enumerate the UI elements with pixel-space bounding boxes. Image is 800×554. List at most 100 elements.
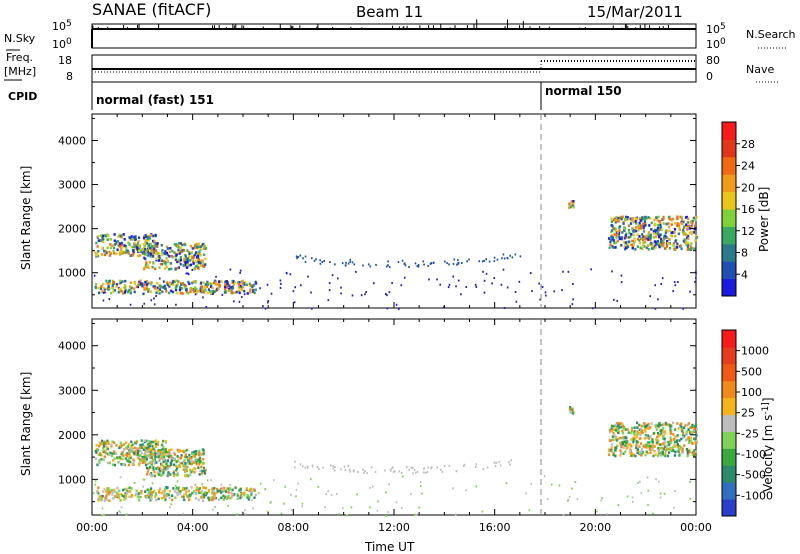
heatmap-cell — [168, 451, 171, 455]
heatmap-cell — [137, 236, 141, 240]
scatter-echo — [443, 465, 446, 468]
heatmap-cell — [191, 460, 194, 463]
heatmap-cell — [96, 463, 99, 467]
heatmap-cell — [152, 255, 155, 258]
heatmap-cell — [123, 495, 126, 498]
heatmap-cell — [195, 488, 198, 492]
heatmap-cell — [146, 466, 149, 470]
heatmap-cell — [672, 421, 675, 425]
heatmap-cell — [665, 222, 668, 226]
heatmap-cell — [181, 243, 184, 247]
heatmap-cell — [187, 280, 190, 284]
heatmap-cell — [626, 440, 629, 443]
heatmap-cell — [174, 258, 177, 262]
heatmap-cell — [122, 291, 125, 295]
heatmap-cell — [182, 450, 185, 453]
heatmap-cell — [145, 496, 148, 500]
heatmap-cell — [194, 280, 197, 283]
heatmap-cell — [611, 237, 614, 241]
scatter-echo — [137, 286, 140, 289]
heatmap-cell — [169, 283, 172, 287]
heatmap-cell — [630, 454, 633, 457]
heatmap-cell — [661, 442, 664, 446]
scatter-echo — [316, 466, 319, 469]
heatmap-cell — [206, 280, 209, 284]
heatmap-cell — [137, 453, 141, 457]
heatmap-cell — [681, 447, 684, 451]
heatmap-cell — [610, 230, 613, 234]
heatmap-cell — [105, 494, 108, 498]
heatmap-cell — [684, 424, 687, 427]
heatmap-cell — [137, 249, 140, 253]
scatter-echo — [538, 282, 541, 285]
heatmap-cell — [148, 448, 151, 451]
heatmap-cell — [122, 233, 125, 236]
heatmap-cell — [244, 281, 247, 284]
heatmap-cell — [213, 496, 216, 499]
scatter-echo — [474, 283, 477, 286]
heatmap-cell — [626, 243, 629, 247]
heatmap-cell — [190, 256, 193, 260]
heatmap-cell — [185, 266, 189, 269]
heatmap-cell — [646, 426, 649, 430]
heatmap-cell — [636, 432, 639, 436]
scatter-echo — [460, 293, 462, 296]
heatmap-cell — [683, 426, 686, 430]
heatmap-cell — [683, 238, 686, 241]
heatmap-cell — [649, 238, 652, 242]
heatmap-cell — [190, 462, 194, 466]
heatmap-cell — [135, 450, 138, 453]
heatmap-cell — [117, 461, 120, 464]
heatmap-cell — [631, 228, 634, 232]
scatter-echo — [673, 281, 676, 284]
heatmap-cell — [657, 439, 660, 442]
heatmap-cell — [131, 254, 134, 257]
heatmap-cell — [149, 242, 152, 246]
heatmap-cell — [203, 244, 207, 248]
heatmap-cell — [152, 453, 155, 457]
heatmap-cell — [159, 450, 162, 454]
heatmap-cell — [627, 431, 630, 434]
heatmap-cell — [680, 425, 683, 429]
scatter-echo — [617, 504, 620, 507]
heatmap-cell — [648, 224, 651, 227]
heatmap-cell — [186, 473, 189, 477]
velocity-frame — [91, 318, 697, 516]
heatmap-cell — [150, 487, 153, 490]
heatmap-cell — [643, 437, 646, 440]
heatmap-cell — [651, 244, 654, 248]
heatmap-cell — [568, 406, 572, 409]
heatmap-cell — [113, 451, 116, 455]
heatmap-cell — [198, 252, 201, 255]
heatmap-cell — [657, 446, 660, 450]
heatmap-cell — [128, 454, 132, 458]
scatter-echo — [239, 284, 242, 287]
heatmap-cell — [685, 430, 688, 433]
scatter-echo — [562, 270, 564, 273]
heatmap-cell — [621, 424, 625, 428]
scatter-echo — [419, 481, 422, 484]
heatmap-cell — [568, 202, 571, 206]
heatmap-cell — [113, 457, 116, 460]
scatter-echo — [304, 255, 307, 258]
heatmap-cell — [233, 493, 236, 496]
heatmap-cell — [212, 498, 215, 501]
heatmap-cell — [168, 285, 171, 288]
heatmap-cell — [121, 245, 124, 249]
heatmap-cell — [101, 494, 104, 498]
heatmap-cell — [188, 282, 191, 286]
heatmap-cell — [158, 487, 162, 490]
heatmap-cell — [126, 490, 129, 493]
heatmap-cell — [198, 473, 201, 476]
heatmap-cell — [614, 227, 617, 231]
heatmap-cell — [608, 430, 612, 434]
x-tick-label: 04:00 — [177, 521, 209, 534]
heatmap-cell — [155, 498, 158, 502]
heatmap-cell — [122, 448, 126, 451]
velocity-ylabel: Slant Range [km] — [19, 372, 33, 476]
heatmap-cell — [145, 261, 148, 264]
heatmap-cell — [145, 446, 148, 450]
heatmap-cell — [163, 261, 166, 265]
scatter-echo — [436, 278, 438, 281]
scatter-echo — [455, 285, 457, 288]
